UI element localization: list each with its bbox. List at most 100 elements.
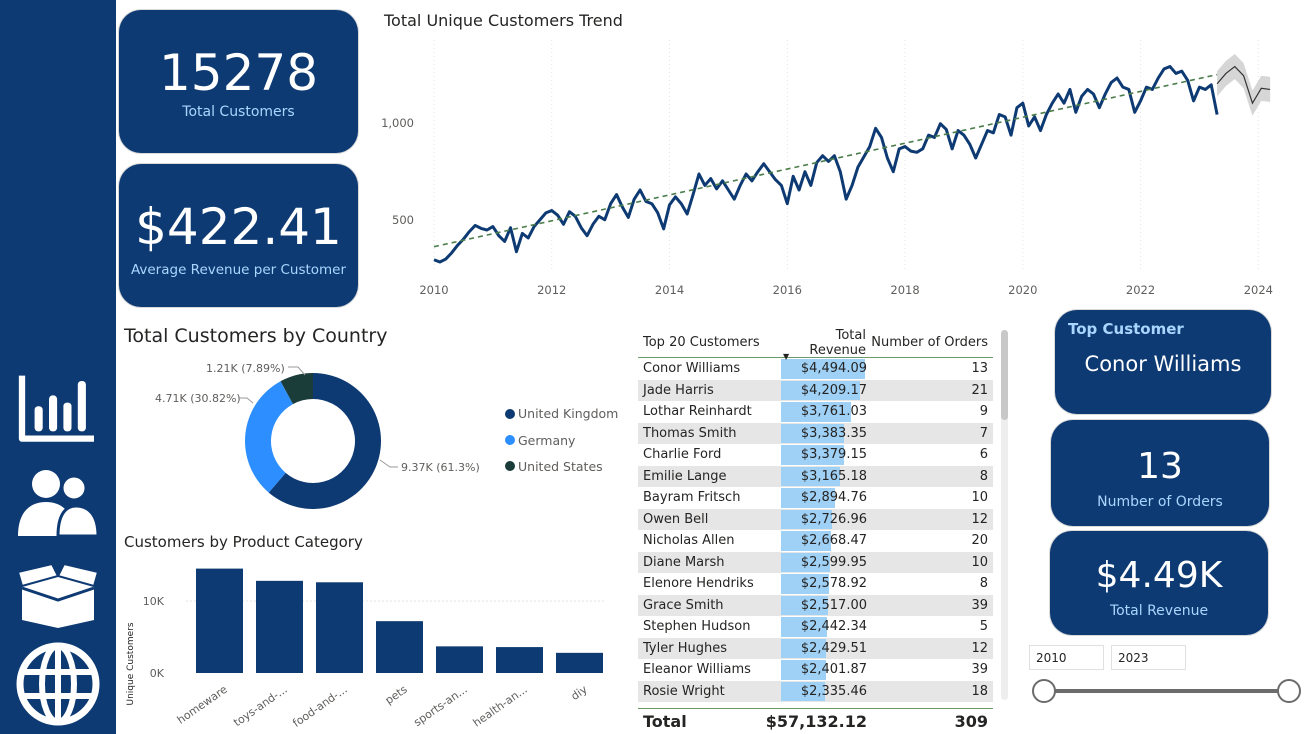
revenue-data-bar: [781, 509, 832, 529]
col-header-revenue[interactable]: Total Revenue ▼: [783, 327, 866, 362]
table-row[interactable]: Stephen Hudson $2,442.34 5: [638, 616, 993, 638]
bar-6[interactable]: [556, 652, 603, 673]
table-row[interactable]: Rosie Wright $2,335.46 18: [638, 680, 993, 703]
users-icon[interactable]: [12, 466, 104, 538]
customer-revenue: $2,335.46: [781, 681, 868, 703]
table-row[interactable]: Lothar Reinhardt $3,761.03 9: [638, 401, 993, 423]
table-row[interactable]: Diane Marsh $2,599.95 10: [638, 551, 993, 574]
legend-us[interactable]: United States: [518, 459, 603, 474]
customer-revenue: $2,442.34: [781, 616, 868, 638]
revenue-data-bar: [781, 466, 841, 486]
avg-revenue-value: $422.41: [135, 198, 342, 256]
table-total-row: Total $57,132.12 309: [638, 708, 993, 734]
legend-de[interactable]: Germany: [518, 433, 576, 448]
top-customers-table: Top 20 Customers Total Revenue ▼ Number …: [638, 328, 993, 708]
globe-icon[interactable]: [12, 640, 104, 726]
bar-5[interactable]: [496, 647, 543, 673]
customer-orders: 7: [979, 425, 988, 441]
table-body: Conor Williams $4,494.09 13 Jade Harris $4,2…: [638, 358, 993, 708]
top-customer-card: Top Customer Conor Williams: [1055, 310, 1271, 414]
customer-orders: 10: [971, 490, 988, 506]
customer-revenue: $3,379.15: [781, 444, 868, 466]
customer-revenue: $4,209.17: [781, 380, 868, 402]
customer-name: Diane Marsh: [643, 554, 725, 570]
revenue-data-bar: [781, 423, 845, 443]
x-tick-2018: 2018: [890, 283, 919, 297]
category-bar-chart: Unique Customers 10K 0K homeware toys-and…: [126, 568, 605, 730]
table-row[interactable]: Owen Bell $2,726.96 12: [638, 508, 993, 531]
customer-name: Jade Harris: [643, 382, 714, 398]
table-row[interactable]: Charlie Ford $3,379.15 6: [638, 444, 993, 466]
revenue-label: Total Revenue: [1109, 603, 1209, 619]
customer-revenue: $2,429.51: [781, 638, 868, 660]
customer-orders: 12: [971, 640, 988, 656]
bar-4[interactable]: [436, 646, 483, 673]
slider-end-handle[interactable]: [1277, 679, 1301, 703]
customer-orders: 12: [971, 511, 988, 527]
orders-label: Number of Orders: [1097, 494, 1223, 510]
trend-line: [433, 73, 1218, 248]
bar-0[interactable]: [196, 568, 243, 673]
customer-orders: 8: [979, 576, 988, 592]
avg-revenue-card: $422.41 Average Revenue per Customer: [119, 164, 358, 307]
table-row[interactable]: Conor Williams $4,494.09 13: [638, 358, 993, 380]
col-header-customer[interactable]: Top 20 Customers: [643, 335, 760, 350]
x-tick-2020: 2020: [1008, 283, 1037, 297]
date-range-slider[interactable]: [1028, 674, 1308, 708]
customer-revenue: $2,726.96: [781, 509, 868, 531]
bar-1[interactable]: [256, 580, 303, 673]
revenue-data-bar: [781, 359, 865, 379]
bar-xlabel-5: health-an...: [471, 683, 530, 730]
table-scrollbar[interactable]: [1001, 330, 1008, 700]
country-donut-chart: 1.21K (7.89%) 4.71K (30.82%) 9.37K (61.3…: [155, 362, 618, 509]
table-row[interactable]: Emilie Lange $3,165.18 8: [638, 465, 993, 487]
total-orders: 309: [954, 712, 988, 731]
bar-xlabel-2: food-and-...: [290, 683, 349, 730]
revenue-data-bar: [781, 681, 825, 701]
revenue-card: $4.49K Total Revenue: [1050, 531, 1268, 635]
customer-name: Lothar Reinhardt: [643, 404, 752, 420]
customer-orders: 20: [971, 533, 988, 549]
legend-uk[interactable]: United Kingdom: [518, 406, 618, 421]
slicer-end-input[interactable]: 2023: [1111, 645, 1186, 670]
donut-slice-united-states[interactable]: [280, 373, 313, 405]
table-row[interactable]: Eleanor Williams $2,401.87 39: [638, 659, 993, 681]
bar-3[interactable]: [376, 621, 423, 673]
donut-labels: 1.21K (7.89%) 4.71K (30.82%) 9.37K (61.3…: [155, 362, 480, 474]
revenue-data-bar: [781, 595, 829, 615]
total-label: Total: [643, 712, 687, 731]
bar-2[interactable]: [316, 582, 363, 673]
col-header-orders[interactable]: Number of Orders: [871, 335, 988, 350]
customer-revenue: $2,599.95: [781, 552, 868, 574]
revenue-value: $4.49K: [1095, 555, 1223, 596]
customer-orders: 18: [971, 683, 988, 699]
customer-orders: 39: [971, 597, 988, 613]
table-row[interactable]: Thomas Smith $3,383.35 7: [638, 422, 993, 444]
x-tick-2024: 2024: [1244, 283, 1273, 297]
scrollbar-thumb[interactable]: [1001, 330, 1008, 420]
table-row[interactable]: Elenore Hendriks $2,578.92 8: [638, 573, 993, 595]
bar-chart-icon[interactable]: [12, 372, 104, 444]
donut-slice-germany[interactable]: [245, 381, 293, 493]
x-tick-2010: 2010: [419, 283, 448, 297]
table-row[interactable]: Tyler Hughes $2,429.51 12: [638, 637, 993, 660]
top-customer-label: Top Customer: [1068, 320, 1184, 338]
table-row[interactable]: Nicholas Allen $2,668.47 20: [638, 530, 993, 552]
donut-slice-united-kingdom[interactable]: [268, 373, 381, 509]
bar-xlabel-1: toys-and-...: [231, 683, 290, 729]
table-row[interactable]: Jade Harris $4,209.17 21: [638, 379, 993, 402]
customer-revenue: $2,578.92: [781, 573, 868, 595]
customer-name: Elenore Hendriks: [643, 576, 754, 592]
slicer-start-input[interactable]: 2010: [1029, 645, 1104, 670]
customer-revenue: $2,894.76: [781, 487, 868, 509]
customer-name: Rosie Wright: [643, 683, 725, 699]
bar-ylabel: Unique Customers: [126, 622, 136, 705]
table-row[interactable]: Bayram Fritsch $2,894.76 10: [638, 487, 993, 509]
table-row[interactable]: Grace Smith $2,517.00 39: [638, 594, 993, 616]
open-box-icon[interactable]: [12, 558, 104, 630]
revenue-data-bar: [781, 638, 827, 658]
slider-start-handle[interactable]: [1032, 679, 1056, 703]
bar-ytick-0k: 0K: [150, 667, 165, 680]
series-line-customers: [433, 65, 1219, 264]
